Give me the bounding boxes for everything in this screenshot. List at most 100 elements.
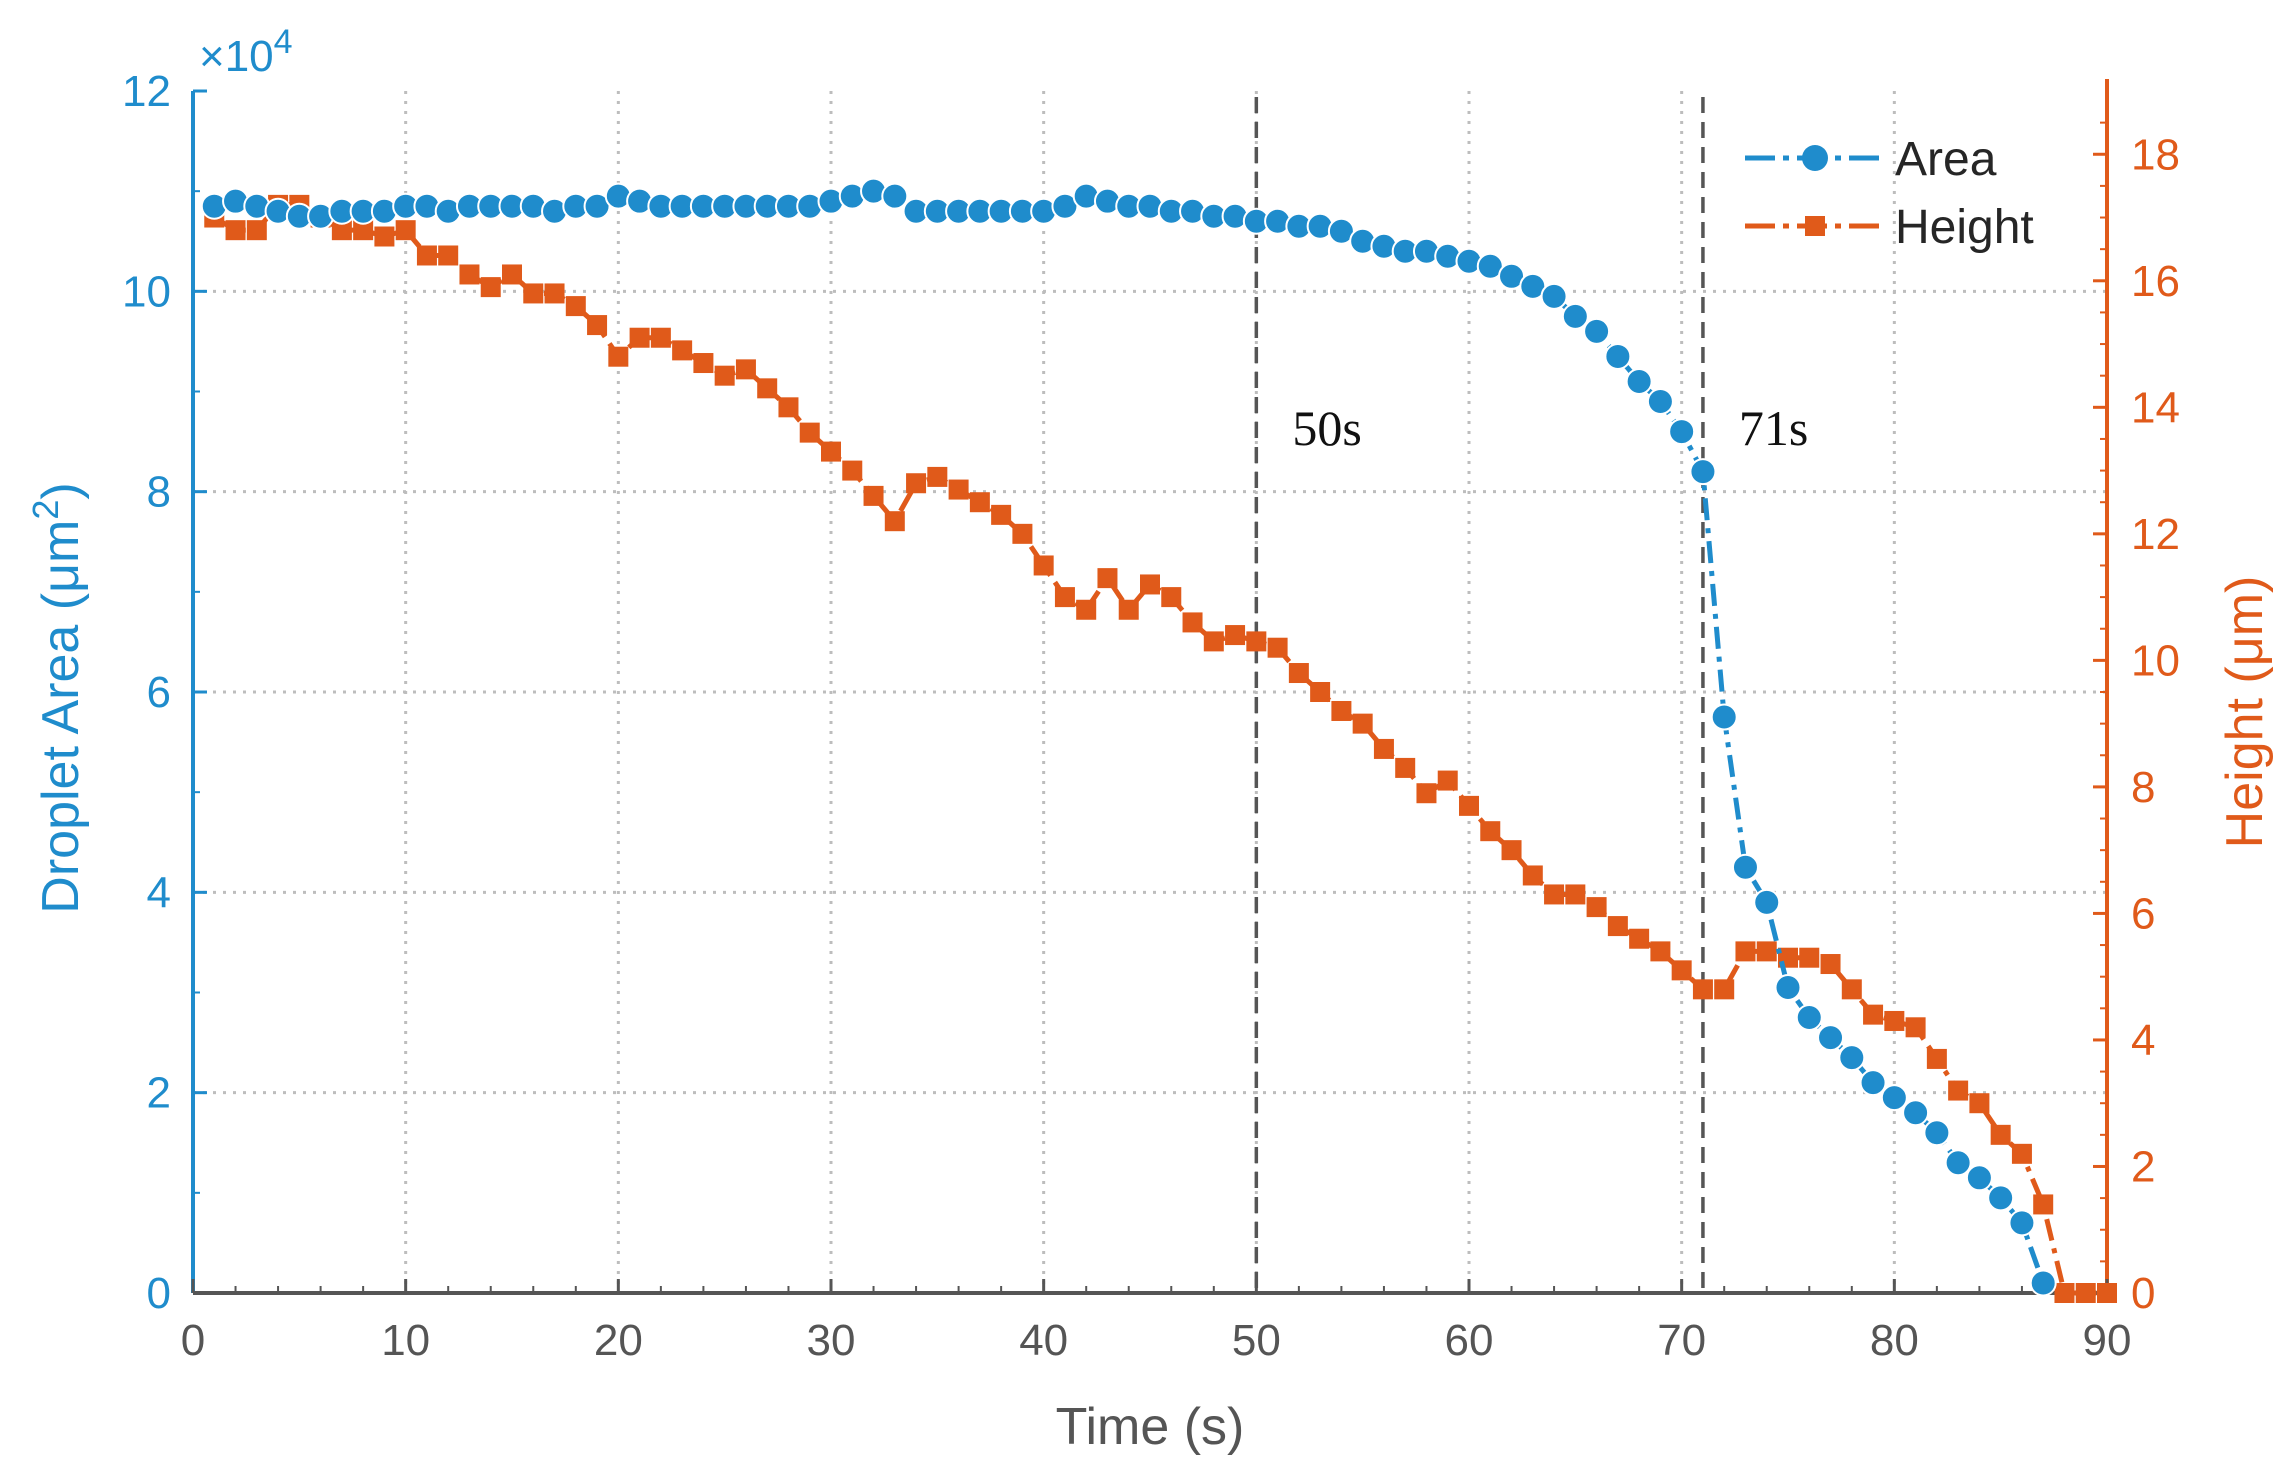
grid-lines bbox=[193, 91, 2107, 1293]
height-point bbox=[1799, 947, 1820, 968]
right-tick-label: 18 bbox=[2131, 130, 2180, 179]
height-point bbox=[1076, 599, 1097, 620]
left-tick-label: 8 bbox=[147, 468, 171, 517]
height-point bbox=[608, 346, 629, 367]
height-point bbox=[459, 264, 480, 285]
annotation-label: 71s bbox=[1739, 400, 1808, 456]
height-point bbox=[757, 378, 778, 399]
right-axis-label: Height (μm) bbox=[2216, 576, 2274, 849]
height-point bbox=[1352, 713, 1373, 734]
height-point bbox=[799, 422, 820, 443]
area-point bbox=[1817, 1024, 1845, 1052]
left-scale-prefix: ×10 bbox=[199, 32, 274, 81]
area-point bbox=[1731, 853, 1759, 881]
height-point bbox=[246, 220, 267, 241]
height-point bbox=[672, 340, 693, 361]
left-axis-label-close: ) bbox=[32, 482, 90, 499]
height-point bbox=[1586, 897, 1607, 918]
height-point bbox=[2054, 1283, 2075, 1303]
area-point bbox=[1540, 282, 1568, 310]
height-point bbox=[1331, 700, 1352, 721]
height-point bbox=[1097, 568, 1118, 589]
height-point bbox=[1522, 865, 1543, 886]
height-point bbox=[821, 441, 841, 462]
height-point bbox=[1501, 840, 1522, 861]
height-point bbox=[2075, 1283, 2096, 1303]
annotation-label: 50s bbox=[1292, 400, 1361, 456]
height-point bbox=[629, 327, 650, 348]
left-tick-label: 6 bbox=[147, 668, 171, 717]
height-point bbox=[1373, 738, 1394, 759]
right-tick-label: 10 bbox=[2131, 636, 2180, 685]
height-point bbox=[2097, 1283, 2117, 1303]
height-point bbox=[1395, 757, 1416, 778]
height-point bbox=[331, 220, 352, 241]
height-point bbox=[1225, 625, 1246, 646]
annotations: 50s 71s bbox=[1292, 400, 1808, 456]
x-tick-label: 80 bbox=[1870, 1316, 1919, 1365]
height-point bbox=[1033, 555, 1054, 576]
right-tick-label: 16 bbox=[2131, 257, 2180, 306]
height-point bbox=[1310, 682, 1331, 702]
height-point bbox=[714, 365, 735, 386]
height-point bbox=[1054, 587, 1075, 608]
area-point bbox=[1689, 458, 1717, 486]
x-tick-label: 90 bbox=[2083, 1316, 2132, 1365]
right-tick-label: 6 bbox=[2131, 889, 2155, 938]
height-point bbox=[1756, 941, 1777, 962]
height-point bbox=[1459, 795, 1479, 816]
height-point bbox=[1267, 637, 1288, 658]
height-point bbox=[438, 245, 459, 266]
area-point bbox=[2008, 1209, 2036, 1237]
area-point bbox=[1561, 302, 1589, 330]
height-point bbox=[502, 264, 522, 285]
height-point bbox=[395, 220, 416, 241]
area-point bbox=[1944, 1149, 1972, 1177]
area-point bbox=[1583, 317, 1611, 345]
left-tick-label: 10 bbox=[122, 267, 171, 316]
height-point bbox=[1161, 587, 1182, 608]
area-point bbox=[1902, 1099, 1930, 1127]
height-point bbox=[1480, 821, 1501, 842]
height-point bbox=[906, 473, 927, 494]
height-point bbox=[1948, 1080, 1969, 1101]
axes: 0 2 4 6 8 10 12 0 2 4 6 8 10 12 14 16 18 0 10 20 30 40 50 60 70 8… bbox=[122, 67, 2180, 1365]
height-point bbox=[969, 492, 990, 513]
right-tick-label: 0 bbox=[2131, 1269, 2155, 1318]
height-point bbox=[948, 479, 969, 500]
height-point bbox=[1714, 979, 1735, 1000]
x-tick-label: 60 bbox=[1445, 1316, 1494, 1365]
right-tick-label: 4 bbox=[2131, 1016, 2155, 1065]
area-point bbox=[881, 182, 909, 210]
height-point bbox=[374, 226, 395, 247]
area-point bbox=[1646, 388, 1674, 416]
height-point bbox=[991, 504, 1012, 525]
height-point bbox=[693, 353, 714, 374]
left-tick-label: 0 bbox=[147, 1269, 171, 1318]
height-point bbox=[2033, 1194, 2054, 1215]
height-point bbox=[1246, 631, 1267, 652]
area-point bbox=[1987, 1184, 2015, 1212]
right-tick-label: 2 bbox=[2131, 1142, 2155, 1191]
area-point bbox=[1859, 1069, 1887, 1097]
legend-marker-height bbox=[1805, 216, 1825, 236]
height-point bbox=[884, 511, 905, 532]
height-point bbox=[927, 466, 948, 487]
height-point bbox=[863, 485, 884, 506]
area-point bbox=[1880, 1084, 1908, 1112]
height-point bbox=[1416, 783, 1437, 804]
height-point bbox=[544, 283, 565, 304]
left-tick-label: 2 bbox=[147, 1069, 171, 1118]
x-tick-label: 30 bbox=[807, 1316, 856, 1365]
height-point bbox=[1650, 941, 1671, 962]
height-point bbox=[1820, 954, 1841, 975]
left-axis-label-main: Droplet Area (μm bbox=[32, 520, 90, 914]
x-tick-label: 70 bbox=[1657, 1316, 1706, 1365]
height-point bbox=[1544, 884, 1565, 905]
area-point bbox=[1965, 1164, 1993, 1192]
height-point bbox=[587, 315, 608, 336]
x-tick-label: 10 bbox=[381, 1316, 430, 1365]
height-point bbox=[416, 245, 437, 266]
area-point bbox=[1923, 1119, 1951, 1147]
